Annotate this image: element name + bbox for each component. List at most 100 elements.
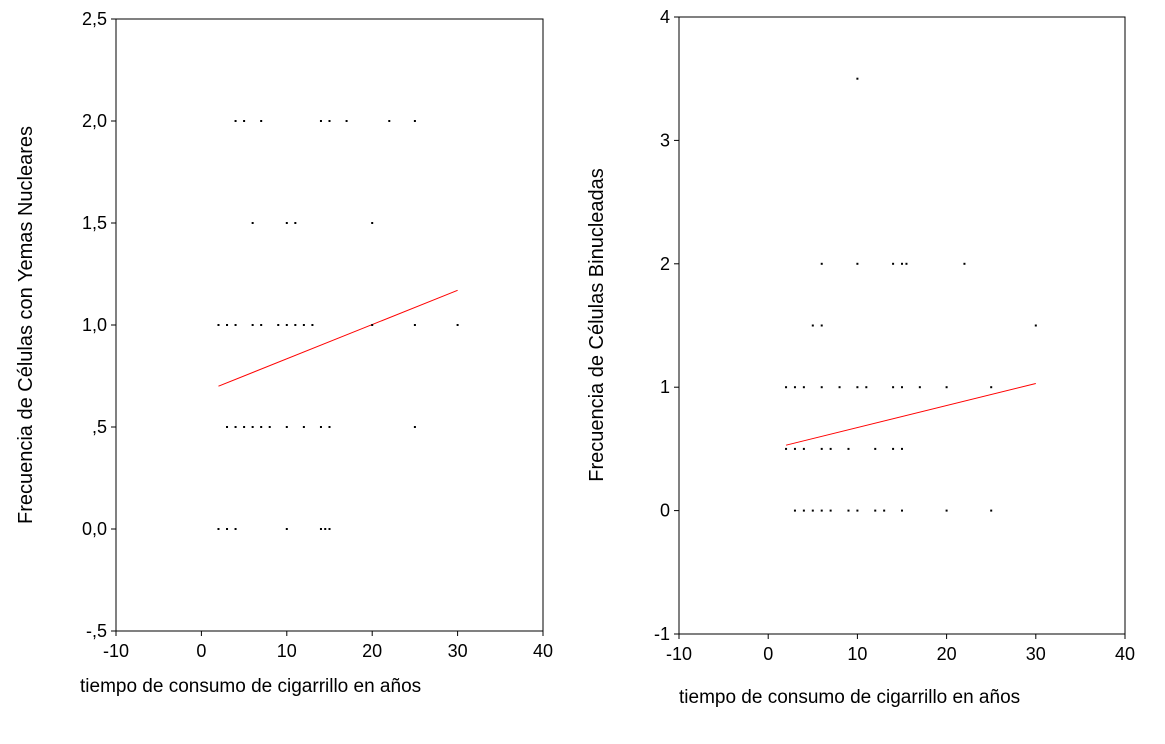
chart-2-x-tick-label: 40 (1115, 644, 1135, 664)
chart-2-data-point (811, 324, 814, 327)
chart-2-data-point (820, 324, 823, 327)
chart-1-y-tick-label: 2,0 (82, 111, 107, 131)
chart-2-data-point (793, 509, 796, 512)
chart-1-data-point (226, 426, 229, 428)
chart-2-y-tick-label: 3 (660, 130, 670, 150)
chart-1-y-tick-label: -,5 (86, 621, 107, 641)
chart-1-x-tick-label: 20 (362, 641, 382, 661)
chart-2-data-point (892, 262, 895, 265)
chart-1-data-point (319, 426, 322, 428)
chart-1-data-point (413, 120, 416, 122)
chart-2-data-point (785, 386, 788, 389)
chart-2-data-point (901, 386, 903, 389)
chart-2-y-tick-label: 0 (660, 501, 670, 521)
chart-1-data-point (328, 120, 331, 122)
chart-1-data-point (328, 426, 331, 428)
chart-1-data-point (226, 528, 229, 530)
chart-2-y-axis-title: Frecuencia de Células Binucleadas (586, 168, 608, 482)
chart-2-x-tick-label: 10 (847, 644, 867, 664)
chart-1-data-point (294, 222, 297, 224)
chart-1-x-axis-title: tiempo de consumo de cigarrillo en años (80, 676, 422, 697)
chart-2-data-point (945, 509, 948, 512)
chart-2-fit-line (785, 383, 1036, 446)
chart-1-data-point (371, 222, 374, 224)
chart-2-y-tick-label: 2 (660, 254, 670, 274)
chart-1-data-point (388, 120, 391, 122)
chart-1-data-point (302, 324, 305, 326)
chart-2-data-point (990, 509, 993, 512)
chart-2-x-tick-label: 0 (763, 644, 773, 664)
chart-2-data-point (820, 386, 823, 389)
chart-2-data-point (847, 509, 850, 512)
chart-2-data-point (963, 262, 966, 265)
chart-1-x-tick-label: 40 (533, 641, 553, 661)
chart-1-y-tick-label: 2,5 (82, 9, 107, 29)
chart-2-y-tick-label: 4 (660, 7, 670, 27)
chart-1-data-point (251, 324, 254, 326)
chart-1-plot-frame (115, 18, 544, 632)
chart-2-plot-frame (678, 16, 1126, 635)
chart-1-data-point (319, 120, 322, 122)
chart-1-data-point (413, 324, 416, 326)
chart-1-data-point (413, 426, 416, 428)
chart-2-data-point (892, 447, 895, 450)
chart-2-data-point (811, 509, 814, 512)
chart-2-data-point (905, 262, 908, 265)
chart-1-data-point (243, 120, 246, 122)
chart-1-data-point (285, 324, 288, 326)
chart-1-data-point (268, 426, 271, 428)
chart-1-y-tick-label: 0,0 (82, 519, 107, 539)
chart-2-data-point (802, 386, 805, 389)
chart-2-data-point (802, 509, 805, 512)
chart-1-data-point (345, 120, 348, 122)
chart-2-data-point (865, 386, 868, 389)
chart-2-data-point (829, 509, 832, 512)
chart-1-y-axis-title: Frecuencia de Células con Yemas Nucleare… (15, 126, 37, 524)
chart-1-y-tick-label: 1,5 (82, 213, 107, 233)
chart-1-data-point (217, 324, 220, 326)
chart-1-data-point (285, 426, 288, 428)
chart-1-y-tick-label: 1,0 (82, 315, 107, 335)
chart-1-x-tick-label: -10 (103, 641, 129, 661)
chart-1-x-tick-label: 30 (448, 641, 468, 661)
chart-1-data-point (319, 528, 322, 530)
chart-2-data-point (847, 447, 850, 450)
chart-2-data-point (874, 447, 877, 450)
chart-1-data-point (234, 324, 237, 326)
chart-2-data-point (918, 386, 921, 389)
chart-2-data-point (820, 447, 823, 450)
chart-1-data-point (277, 324, 280, 326)
chart-2-y-tick-label: 1 (660, 377, 670, 397)
chart-1-data-point (217, 528, 220, 530)
chart-1-data-point (260, 324, 263, 326)
chart-1-data-point (234, 120, 237, 122)
chart-2-data-point (785, 447, 788, 450)
chart-1-fit-line (218, 289, 458, 387)
chart-2-x-tick-label: -10 (666, 644, 692, 664)
chart-2-data-point (901, 509, 903, 512)
chart-2-data-point (856, 509, 859, 512)
chart-1-data-point (251, 426, 254, 428)
chart-2-data-point (874, 509, 877, 512)
chart-2-x-tick-label: 20 (937, 644, 957, 664)
chart-2-data-point (856, 77, 859, 80)
chart-1-data-point (294, 324, 297, 326)
chart-2-data-point (1034, 324, 1037, 327)
chart-1-data-point (234, 426, 237, 428)
chart-1-data-point (285, 528, 288, 530)
chart-1-data-point (234, 528, 237, 530)
chart-1-data-point (260, 426, 263, 428)
chart-2-data-point (820, 262, 823, 265)
chart-2-data-point (820, 509, 823, 512)
chart-2-data-point (883, 509, 886, 512)
chart-2-data-point (793, 386, 796, 389)
chart-1-data-point (302, 426, 305, 428)
chart-2-data-point (856, 262, 859, 265)
chart-1-data-point (371, 324, 374, 326)
chart-2-data-point (990, 386, 993, 389)
chart-2-y-tick-label: -1 (654, 624, 670, 644)
chart-2-x-tick-label: 30 (1026, 644, 1046, 664)
chart-1-data-point (311, 324, 314, 326)
chart-2-data-point (793, 447, 796, 450)
